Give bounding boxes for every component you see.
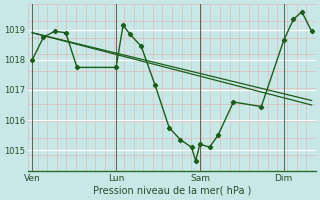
X-axis label: Pression niveau de la mer( hPa ): Pression niveau de la mer( hPa ) <box>93 186 251 196</box>
